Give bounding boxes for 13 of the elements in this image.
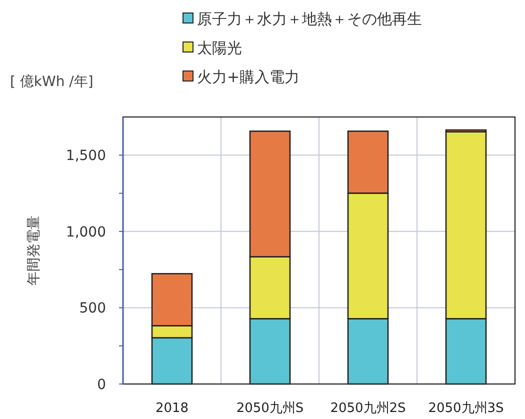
legend-label: 火力+購入電力 [197,68,300,86]
y-tick-label: 0 [97,377,106,393]
y-axis-title: 年間発電量 [26,216,42,286]
x-tick-label: 2018 [155,401,189,416]
legend-label: 太陽光 [197,39,242,57]
x-tick-label: 2050九州S [236,401,304,416]
y-tick-label: 1,500 [66,148,106,164]
x-tick-label: 2050九州2S [330,401,406,416]
y-tick-label: 500 [79,300,106,317]
text: [ 億kWh /年] [10,74,94,90]
x-tick-label: 2050九州3S [428,401,504,416]
legend-label: 原子力＋水力＋地熱＋その他再生 [197,10,422,28]
y-tick-label: 1,000 [66,224,106,240]
